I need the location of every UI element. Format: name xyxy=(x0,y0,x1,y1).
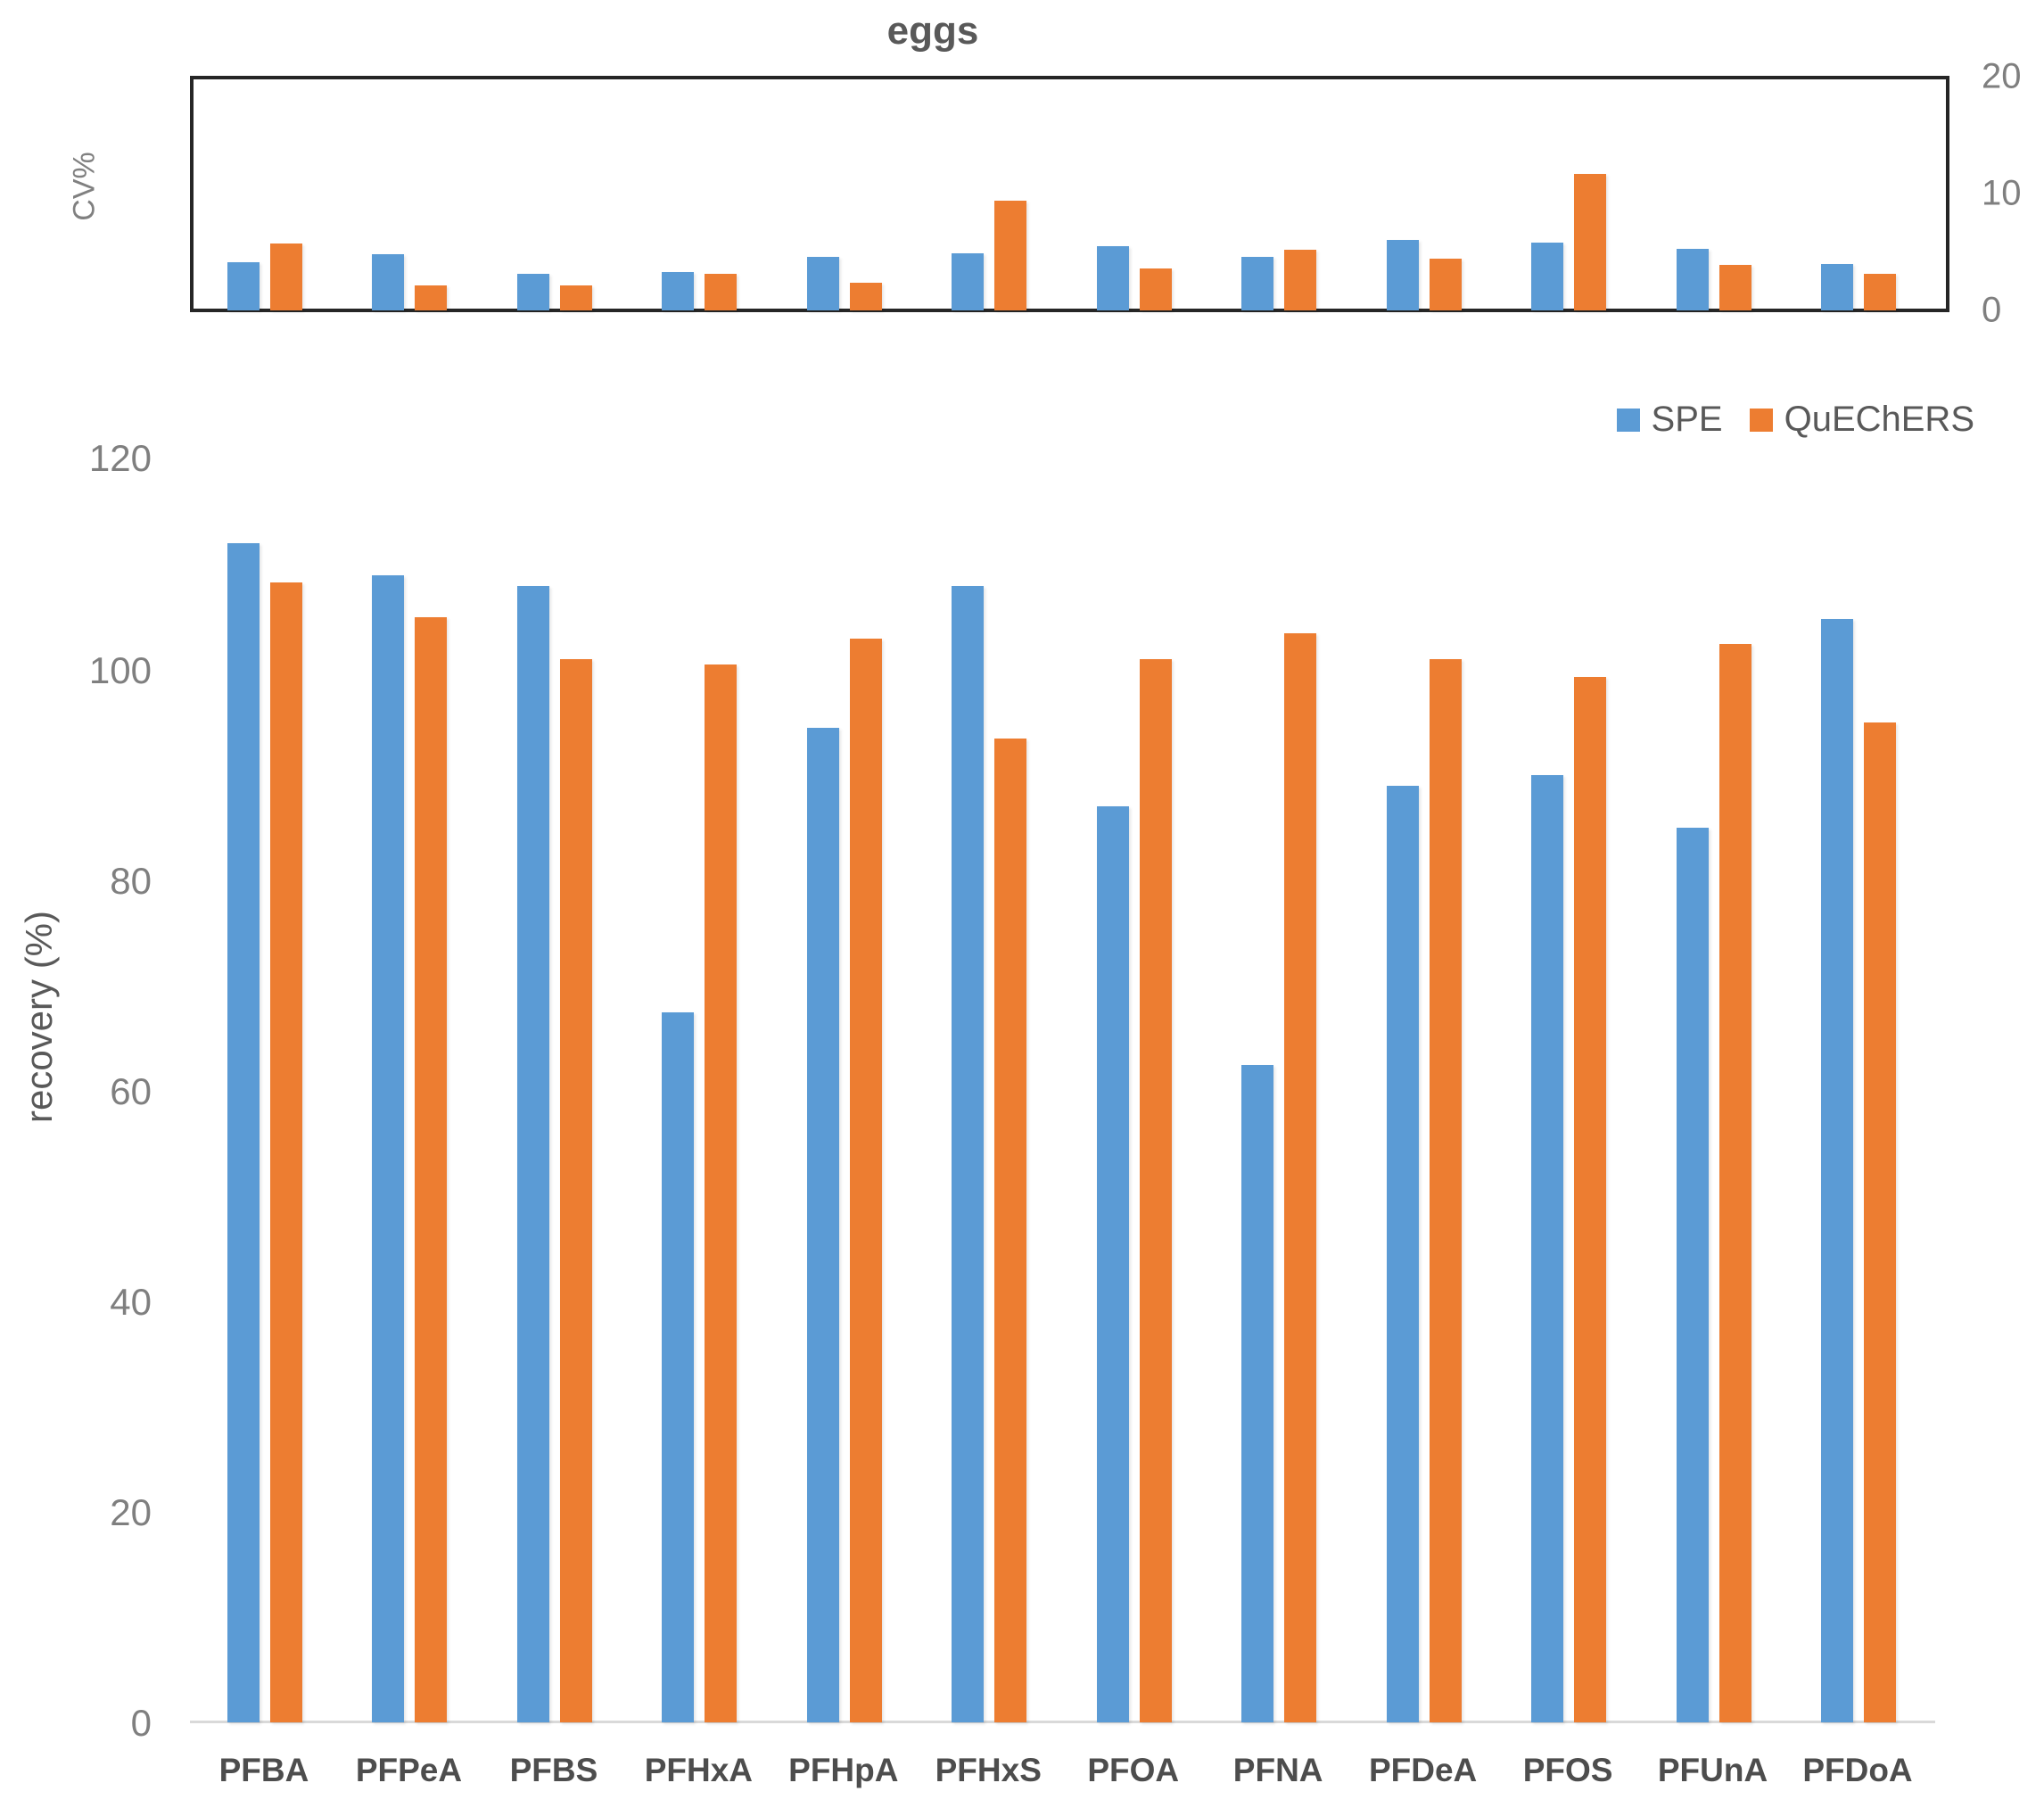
bar-quechers-pfuna xyxy=(1718,264,1751,310)
bar-spe-pfuna xyxy=(1676,828,1709,1722)
x-label-pfoa: PFOA xyxy=(1087,1752,1180,1788)
bar-quechers-pfos xyxy=(1574,677,1607,1722)
bar-quechers-pfdea xyxy=(1429,259,1462,310)
bar-spe-pfhxs xyxy=(952,585,985,1722)
left-tick-100: 100 xyxy=(88,649,152,691)
right-tick-10: 10 xyxy=(1982,173,2022,213)
bar-spe-pfdoa xyxy=(1821,619,1853,1722)
bar-spe-pfdea xyxy=(1386,240,1419,310)
bar-quechers-pfna xyxy=(1284,632,1317,1722)
bar-quechers-pfhpa xyxy=(849,282,882,310)
bar-quechers-pfbs xyxy=(559,285,592,310)
chart-title: eggs xyxy=(886,9,979,53)
bar-quechers-pfhxa xyxy=(705,664,738,1722)
bar-quechers-pfhxs xyxy=(994,738,1027,1722)
bar-quechers-pfdoa xyxy=(1864,274,1896,310)
x-label-pfdoa: PFDoA xyxy=(1802,1752,1913,1788)
bar-quechers-pfoa xyxy=(1139,268,1172,310)
left-tick-40: 40 xyxy=(110,1281,152,1323)
left-tick-0: 0 xyxy=(130,1702,152,1744)
bar-quechers-pfuna xyxy=(1718,643,1751,1722)
bar-spe-pfoa xyxy=(1096,245,1129,310)
bar-spe-pfhpa xyxy=(806,256,839,310)
x-label-pfhxa: PFHxA xyxy=(644,1752,754,1788)
x-label-pfba: PFBA xyxy=(218,1752,309,1788)
left-tick-80: 80 xyxy=(110,860,152,902)
bar-spe-pfba xyxy=(227,262,260,310)
left-tick-120: 120 xyxy=(88,437,152,479)
bar-quechers-pfba xyxy=(270,582,302,1722)
right-tick-0: 0 xyxy=(1982,290,2002,330)
bar-spe-pfna xyxy=(1241,1064,1274,1722)
bar-quechers-pfbs xyxy=(559,659,592,1722)
bar-spe-pfbs xyxy=(516,274,549,310)
bar-quechers-pfos xyxy=(1574,173,1607,310)
bar-quechers-pfpea xyxy=(415,617,448,1722)
legend-item-spe: SPE xyxy=(1616,400,1723,440)
bar-spe-pfoa xyxy=(1096,806,1129,1722)
recovery-x-axis-line xyxy=(190,1721,1935,1723)
bar-quechers-pfhxs xyxy=(994,200,1027,310)
bar-spe-pfpea xyxy=(372,574,405,1722)
x-label-pfos: PFOS xyxy=(1522,1752,1613,1788)
bar-spe-pfos xyxy=(1531,243,1564,310)
bar-quechers-pfna xyxy=(1284,249,1317,310)
x-label-pfhpa: PFHpA xyxy=(788,1752,899,1788)
left-tick-20: 20 xyxy=(110,1491,152,1533)
bar-quechers-pfdoa xyxy=(1864,722,1896,1722)
bar-quechers-pfhpa xyxy=(849,638,882,1722)
right-tick-20: 20 xyxy=(1982,56,2022,96)
bar-spe-pfhxa xyxy=(662,271,695,310)
bar-spe-pfdea xyxy=(1386,785,1419,1722)
legend-label-spe: SPE xyxy=(1651,400,1723,439)
bar-quechers-pfhxa xyxy=(705,274,738,310)
bar-spe-pfna xyxy=(1241,256,1274,310)
spe-swatch-icon xyxy=(1616,408,1640,432)
bar-spe-pfhpa xyxy=(806,727,839,1722)
x-label-pfuna: PFUnA xyxy=(1657,1752,1768,1788)
x-label-pfpea: PFPeA xyxy=(355,1752,463,1788)
quechers-swatch-icon xyxy=(1749,408,1773,432)
bar-spe-pfpea xyxy=(372,254,405,310)
x-label-pfdea: PFDeA xyxy=(1368,1752,1478,1788)
bar-spe-pfhxa xyxy=(662,1011,695,1722)
bar-spe-pfbs xyxy=(516,585,549,1722)
legend-label-quechers: QuEChERS xyxy=(1784,400,1974,439)
bar-spe-pfuna xyxy=(1676,248,1709,310)
bar-quechers-pfdea xyxy=(1429,659,1462,1722)
cv-plot-box xyxy=(190,76,1949,312)
bar-quechers-pfba xyxy=(270,244,302,310)
bar-spe-pfos xyxy=(1531,775,1564,1722)
legend: SPE QuEChERS xyxy=(1616,400,1974,440)
legend-item-quechers: QuEChERS xyxy=(1749,400,1974,440)
x-label-pfhxs: PFHxS xyxy=(935,1752,1042,1788)
x-label-pfna: PFNA xyxy=(1232,1752,1323,1788)
bar-spe-pfdoa xyxy=(1821,263,1853,310)
left-tick-60: 60 xyxy=(110,1070,152,1112)
bar-quechers-pfoa xyxy=(1139,659,1172,1722)
x-label-pfbs: PFBS xyxy=(509,1752,598,1788)
bar-quechers-pfpea xyxy=(415,285,448,310)
bar-spe-pfhxs xyxy=(952,252,985,310)
bar-spe-pfba xyxy=(227,543,260,1722)
cv-axis-title: CV% xyxy=(67,152,102,221)
